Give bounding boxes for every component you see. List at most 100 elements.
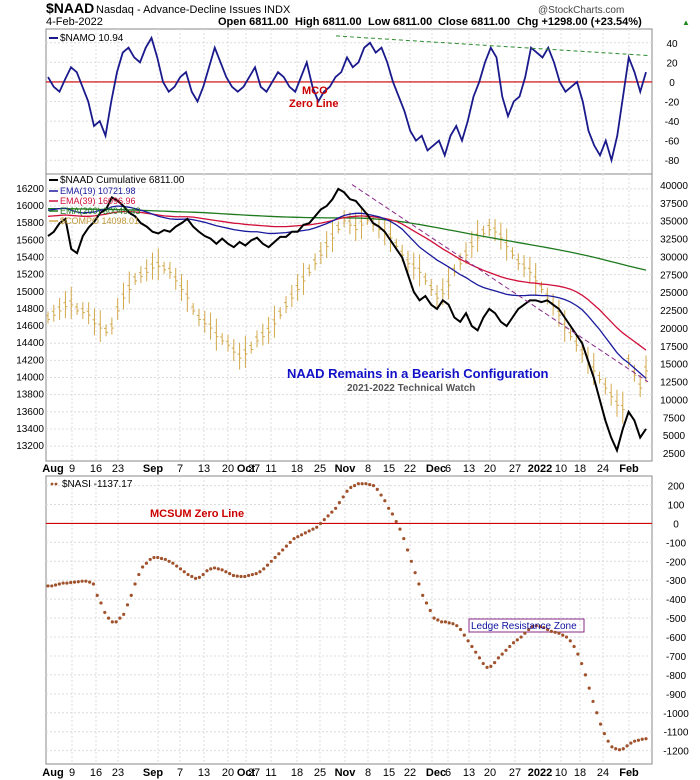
x-axis-label-bottom: 2022 (528, 767, 552, 779)
nasi-point (375, 487, 379, 491)
nasi-point (598, 722, 603, 726)
nasi-point (519, 635, 523, 639)
header-date: 4-Feb-2022 (46, 16, 103, 28)
nasi-point (326, 514, 330, 518)
nasi-point (137, 572, 141, 577)
nasi-point (602, 732, 606, 736)
naad-left-tick: 15000 (16, 287, 44, 298)
nasi-point (269, 559, 273, 563)
nasi-title: $NASI -1137.17 (62, 479, 133, 490)
nasi-point (470, 644, 474, 649)
close-value: Close 6811.00 (438, 16, 510, 28)
nasi-point (621, 747, 625, 751)
nasi-point (610, 745, 614, 749)
nasi-point (194, 576, 198, 580)
nasi-point (587, 686, 591, 690)
nasi-point (557, 631, 561, 635)
naad-left-tick: 13400 (16, 424, 44, 435)
x-axis-label-top: 24 (597, 463, 609, 475)
nasi-point (53, 583, 58, 587)
x-axis-label-top: Aug (42, 463, 63, 475)
nasi-point (307, 529, 311, 533)
nasi-point (250, 572, 254, 577)
nasi-point (511, 641, 516, 645)
nasi-point (477, 656, 482, 660)
naad-right-tick: 25000 (660, 288, 688, 299)
nasi-point (171, 561, 175, 565)
nasi-legend-dot (50, 482, 54, 486)
x-axis-label-bottom: 16 (90, 767, 102, 779)
x-axis-label-top: 11 (265, 463, 276, 475)
nasi-point (197, 575, 201, 580)
nasi-point (530, 625, 535, 629)
nasi-point (148, 557, 152, 562)
naad-right-tick: 2500 (663, 449, 686, 460)
nasi-point (190, 574, 194, 579)
ledge-resistance-box (468, 618, 585, 633)
nasi-point (76, 580, 80, 584)
x-axis-label-top: Feb (619, 463, 639, 475)
nasi-point (371, 483, 376, 488)
nasi-point (534, 624, 538, 628)
nasi-point (542, 625, 546, 630)
nasi-point (99, 601, 103, 605)
nasi-point (352, 483, 357, 488)
nasi-point (224, 570, 228, 574)
nasi-point (84, 579, 88, 583)
x-axis-label-bottom: 10 (555, 767, 567, 779)
nasi-y-tick: -200 (666, 557, 686, 568)
x-axis-label-bottom: 23 (112, 767, 124, 779)
naad-left-tick: 13600 (16, 407, 44, 418)
nasi-point (458, 627, 463, 632)
naad-right-tick: 35000 (660, 217, 688, 228)
nasi-point (493, 661, 497, 665)
x-axis-label-top: 13 (198, 463, 210, 475)
nasi-point (88, 580, 92, 584)
nasi-point (186, 572, 190, 577)
nasi-point (481, 661, 485, 666)
x-axis-label-top: 10 (555, 463, 567, 475)
x-axis-label-bottom: 20 (222, 767, 234, 779)
nasi-point (175, 564, 179, 568)
nasi-point (523, 631, 527, 635)
watermark: @StockCharts.com (538, 5, 624, 16)
nasi-point (80, 579, 84, 583)
nasi-point (451, 622, 455, 626)
x-axis-label-top: 22 (404, 463, 416, 475)
nasi-point (239, 574, 243, 579)
nasi-point (322, 518, 326, 522)
x-axis-label-top: 16 (90, 463, 102, 475)
x-axis-label-top: 18 (291, 463, 303, 475)
nasi-point (572, 644, 576, 649)
nasi-point (591, 699, 595, 704)
namo-trendline (335, 35, 649, 57)
x-axis-label-bottom: 27 (248, 767, 260, 779)
nasi-point (144, 561, 149, 565)
x-axis-label-bottom: 20 (484, 767, 496, 779)
nasi-point (436, 618, 440, 622)
nasi-point (583, 673, 588, 677)
change-up-icon: ▲ (682, 18, 690, 27)
nasi-y-tick: -300 (666, 576, 686, 587)
x-axis-label-top: 9 (69, 463, 75, 475)
nasi-y-tick: -1000 (663, 709, 689, 720)
nasi-point (182, 570, 186, 574)
nasi-point (262, 567, 266, 571)
change-value: Chg +1298.00 (+23.54%) (517, 16, 642, 28)
ema200-line (48, 207, 647, 271)
nasi-point (595, 711, 599, 715)
nasi-point (527, 627, 531, 632)
nasi-point (496, 656, 500, 660)
nasi-point (383, 499, 387, 503)
x-axis-label-bottom: 18 (291, 767, 303, 779)
nasi-y-tick: -400 (666, 595, 686, 606)
nasi-point (50, 584, 54, 588)
namo-y-tick: 40 (666, 39, 678, 50)
nasi-point (364, 482, 368, 486)
x-axis-label-bottom: 13 (463, 767, 475, 779)
x-axis-label-top: 6 (445, 463, 451, 475)
nasi-point (141, 565, 145, 569)
open-value: Open 6811.00 (218, 16, 288, 28)
nasi-point (212, 566, 217, 570)
